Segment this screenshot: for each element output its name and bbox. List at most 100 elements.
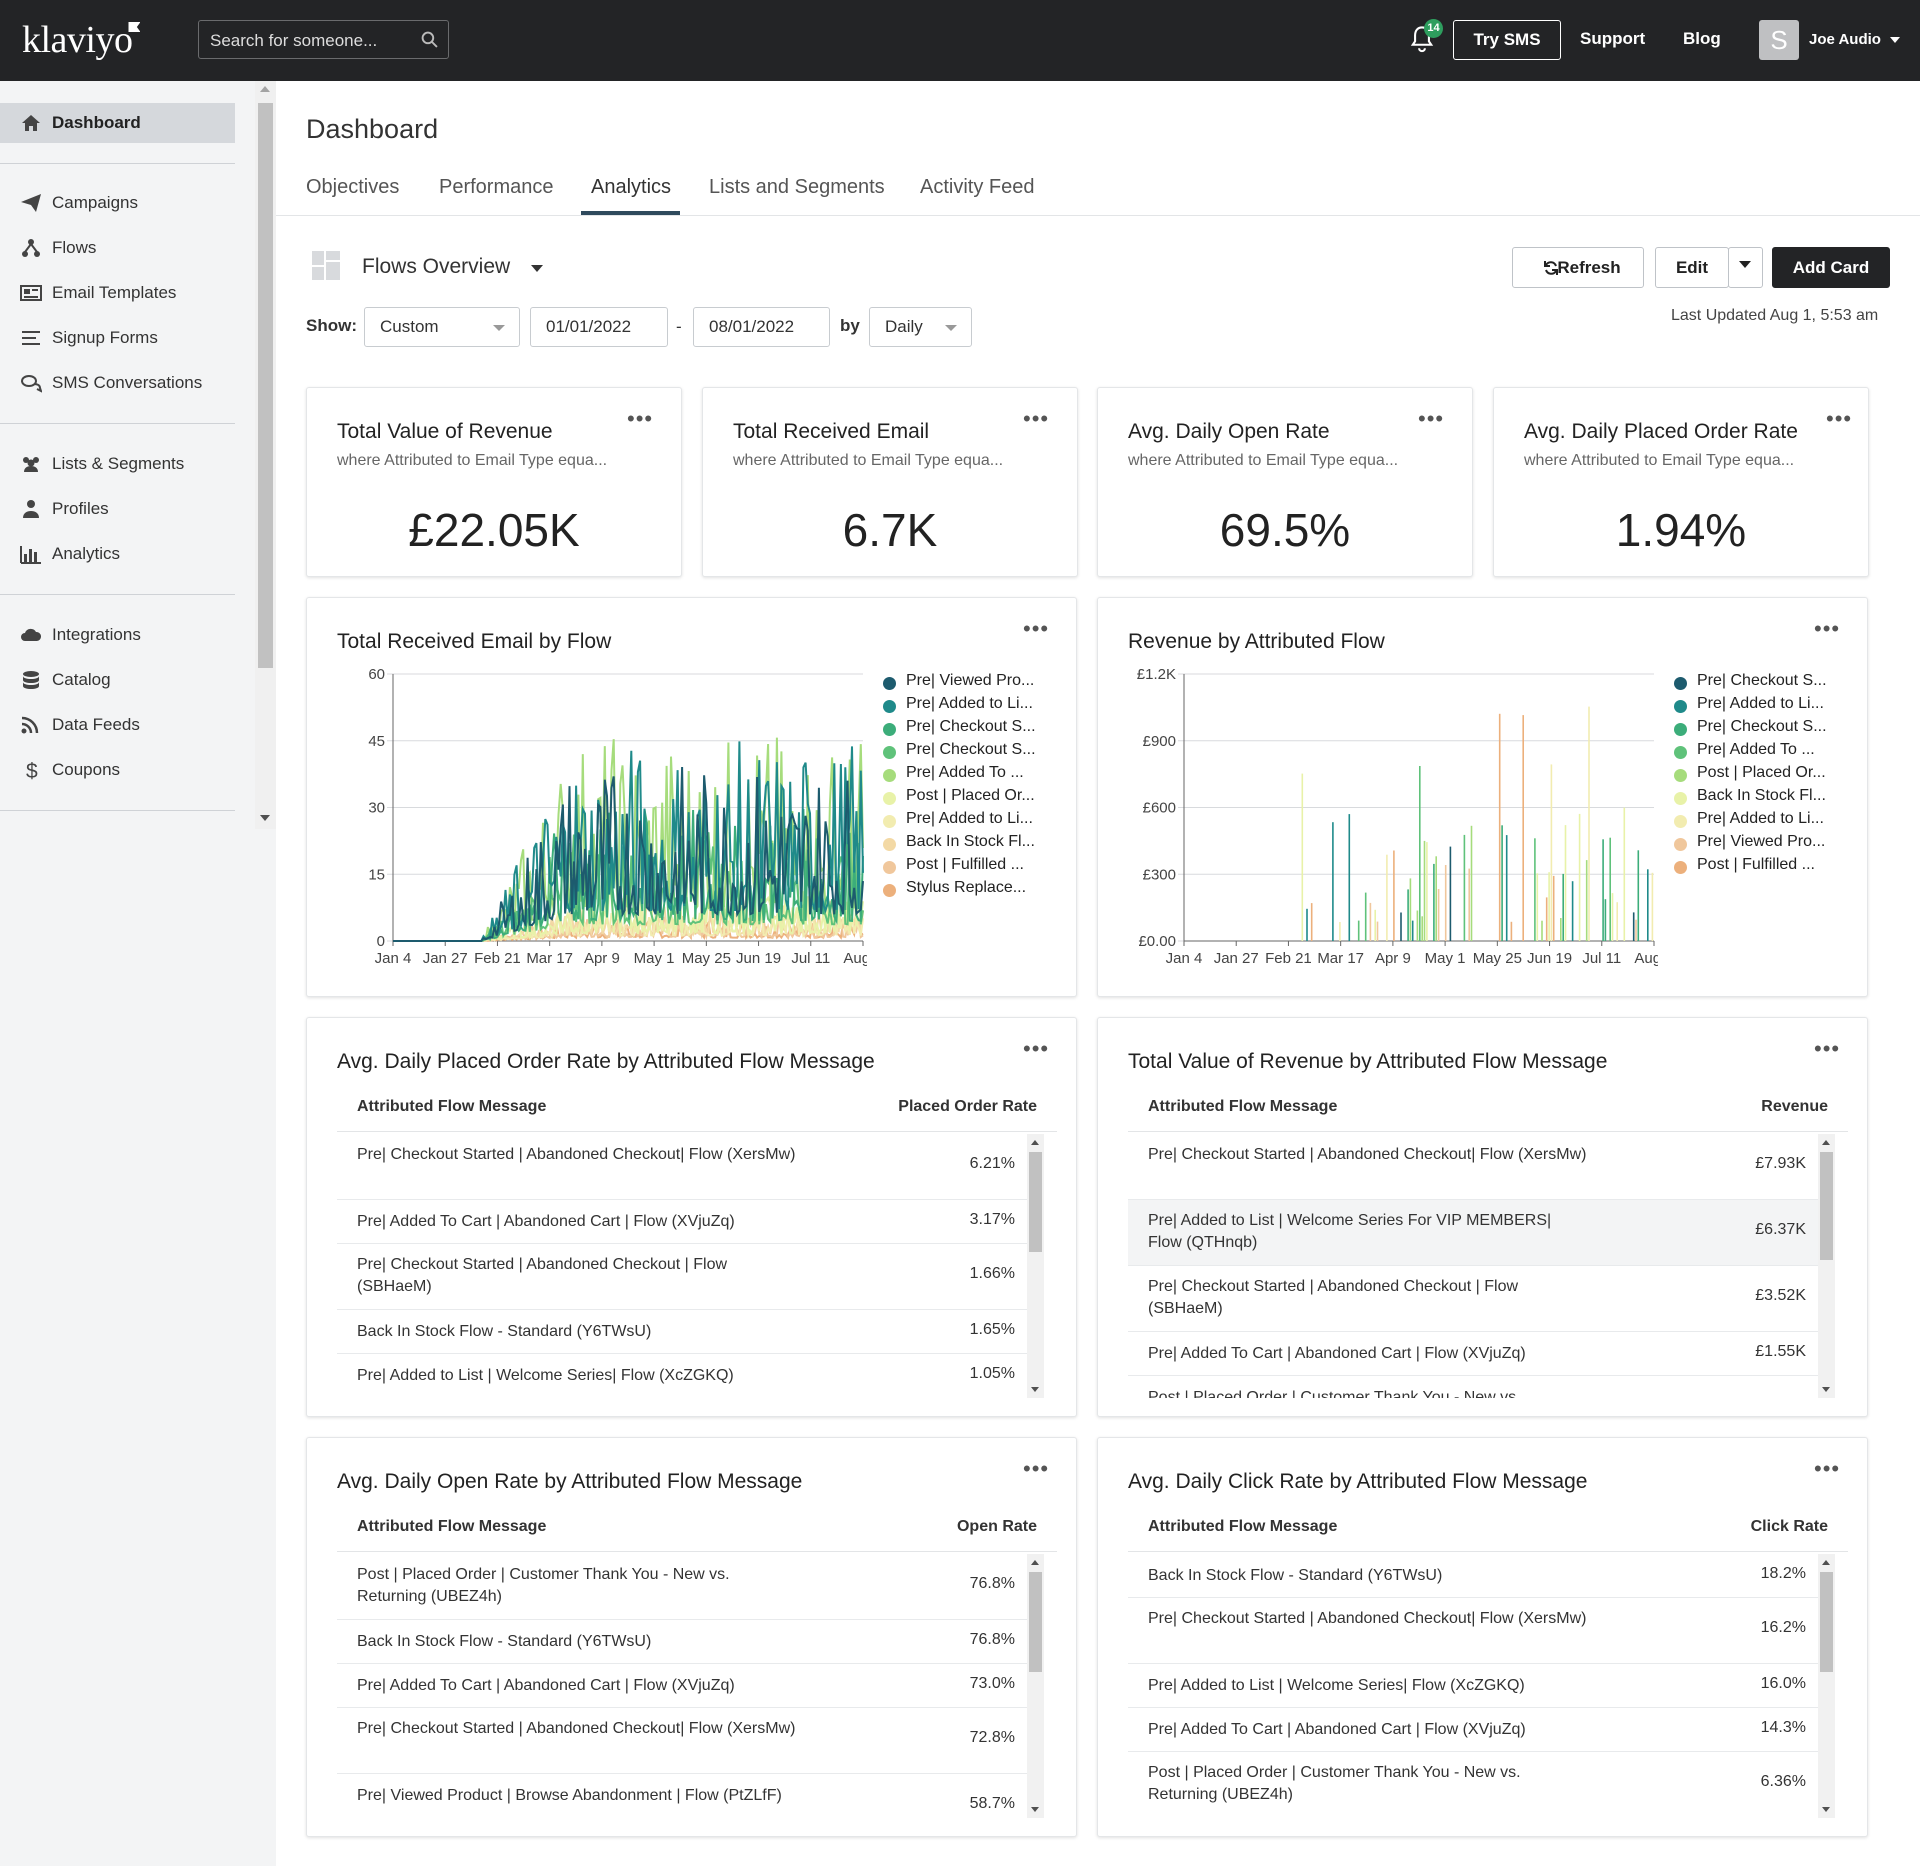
- interval-select[interactable]: Daily: [869, 307, 972, 347]
- table-scrollbar-thumb[interactable]: [1029, 1152, 1042, 1252]
- table-row[interactable]: Post | Placed Order | Customer Thank You…: [1148, 1764, 1806, 1803]
- scroll-down-arrow-icon[interactable]: [1031, 1807, 1039, 1812]
- scroll-down-arrow-icon[interactable]: [1822, 1387, 1830, 1392]
- table-row[interactable]: Pre| Checkout Started | Abandoned Checko…: [337, 1708, 1037, 1774]
- tab-lists-and-segments[interactable]: Lists and Segments: [709, 176, 885, 198]
- sidebar-item-analytics[interactable]: Analytics: [0, 534, 235, 574]
- table-row[interactable]: Post | Placed Order | Customer Thank You…: [337, 1554, 1037, 1620]
- more-options-icon[interactable]: •••: [1418, 406, 1445, 431]
- table-row[interactable]: Pre| Viewed Product | Browse Abandonment…: [357, 1787, 1015, 1812]
- range-select[interactable]: Custom: [364, 307, 520, 347]
- table-row[interactable]: Back In Stock Flow - Standard (Y6TWsU) 76…: [337, 1620, 1037, 1664]
- table-row[interactable]: Pre| Added To Cart | Abandoned Cart | Fl…: [337, 1664, 1037, 1708]
- end-date-input[interactable]: 08/01/2022: [693, 307, 830, 347]
- legend-item[interactable]: Pre| Added To ...: [1674, 741, 1827, 764]
- legend-item[interactable]: Pre| Added to Li...: [883, 695, 1036, 718]
- legend-item[interactable]: Pre| Added To ...: [883, 764, 1036, 787]
- legend-item[interactable]: Pre| Viewed Pro...: [883, 672, 1036, 695]
- table-row[interactable]: Pre| Added To Cart | Abandoned Cart | Fl…: [337, 1200, 1037, 1244]
- legend-item[interactable]: Post | Fulfilled ...: [1674, 856, 1827, 879]
- table-row[interactable]: Back In Stock Flow - Standard (Y6TWsU) 1.…: [337, 1310, 1037, 1354]
- scroll-down-arrow-icon[interactable]: [260, 815, 270, 821]
- legend-item[interactable]: Pre| Added to Li...: [1674, 810, 1827, 833]
- legend-item[interactable]: Pre| Checkout S...: [883, 741, 1036, 764]
- legend-item[interactable]: Post | Placed Or...: [883, 787, 1036, 810]
- more-options-icon[interactable]: •••: [1814, 616, 1841, 641]
- legend-item[interactable]: Post | Placed Or...: [1674, 764, 1827, 787]
- table-row[interactable]: Pre| Added to List | Welcome Series| Flo…: [1128, 1664, 1828, 1708]
- chevron-down-icon[interactable]: [531, 265, 543, 272]
- more-options-icon[interactable]: •••: [1826, 406, 1853, 431]
- table-row[interactable]: Pre| Checkout Started | Abandoned Checko…: [1128, 1598, 1828, 1664]
- table-row[interactable]: Pre| Checkout Started | Abandoned Checko…: [1128, 1266, 1828, 1332]
- legend-item[interactable]: Pre| Added to Li...: [1674, 695, 1827, 718]
- table-scrollbar[interactable]: [1818, 1134, 1835, 1398]
- edit-button[interactable]: Edit: [1655, 247, 1729, 288]
- table-row[interactable]: Post | Placed Order | Customer Thank You…: [1148, 1389, 1521, 1398]
- legend-item[interactable]: Pre| Checkout S...: [1674, 672, 1827, 695]
- tab-performance[interactable]: Performance: [439, 176, 554, 198]
- more-options-icon[interactable]: •••: [1023, 616, 1050, 641]
- table-scrollbar-thumb[interactable]: [1029, 1572, 1042, 1672]
- legend-item[interactable]: Post | Fulfilled ...: [883, 856, 1036, 879]
- add-card-button[interactable]: Add Card: [1772, 247, 1890, 288]
- table-row[interactable]: Back In Stock Flow - Standard (Y6TWsU) 18…: [1128, 1554, 1828, 1598]
- table-row[interactable]: Pre| Added To Cart | Abandoned Cart | Fl…: [1128, 1708, 1828, 1752]
- start-date-input[interactable]: 01/01/2022: [530, 307, 668, 347]
- search-input[interactable]: Search for someone...: [198, 20, 449, 59]
- support-link[interactable]: Support: [1580, 29, 1646, 48]
- sidebar-item-campaigns[interactable]: Campaigns: [0, 183, 235, 223]
- table-row[interactable]: Pre| Checkout Started | Abandoned Checko…: [337, 1244, 1037, 1310]
- scroll-up-arrow-icon[interactable]: [1822, 1560, 1830, 1565]
- table-scrollbar[interactable]: [1027, 1554, 1044, 1818]
- table-scrollbar-thumb[interactable]: [1820, 1152, 1833, 1260]
- legend-item[interactable]: Pre| Added to Li...: [883, 810, 1036, 833]
- chevron-down-icon[interactable]: [1890, 37, 1900, 43]
- klaviyo-logo[interactable]: klaviyo: [22, 18, 141, 62]
- legend-item[interactable]: Back In Stock Fl...: [883, 833, 1036, 856]
- tab-activity-feed[interactable]: Activity Feed: [920, 176, 1035, 198]
- tab-analytics[interactable]: Analytics: [591, 176, 672, 198]
- sidebar-scrollbar-thumb[interactable]: [258, 103, 273, 668]
- sidebar-item-catalog[interactable]: Catalog: [0, 660, 235, 700]
- legend-item[interactable]: Pre| Checkout S...: [1674, 718, 1827, 741]
- user-menu[interactable]: Joe Audio: [1809, 31, 1881, 48]
- tab-objectives[interactable]: Objectives: [306, 176, 400, 198]
- scroll-down-arrow-icon[interactable]: [1031, 1387, 1039, 1392]
- table-scrollbar[interactable]: [1818, 1554, 1835, 1818]
- scroll-up-arrow-icon[interactable]: [260, 86, 270, 92]
- table-row[interactable]: Pre| Added to List | Welcome Series For …: [1128, 1200, 1828, 1266]
- blog-link[interactable]: Blog: [1683, 29, 1721, 48]
- more-options-icon[interactable]: •••: [1814, 1036, 1841, 1061]
- table-scrollbar[interactable]: [1027, 1134, 1044, 1398]
- table-row[interactable]: Pre| Checkout Started | Abandoned Checko…: [1128, 1134, 1828, 1200]
- more-options-icon[interactable]: •••: [1023, 406, 1050, 431]
- more-options-icon[interactable]: •••: [1023, 1036, 1050, 1061]
- sidebar-item-flows[interactable]: Flows: [0, 228, 235, 268]
- scroll-up-arrow-icon[interactable]: [1031, 1560, 1039, 1565]
- try-sms-button[interactable]: Try SMS: [1453, 20, 1561, 60]
- table-scrollbar-thumb[interactable]: [1820, 1572, 1833, 1672]
- sidebar-item-coupons[interactable]: $ Coupons: [0, 750, 235, 790]
- chevron-down-icon[interactable]: [1739, 261, 1751, 268]
- legend-item[interactable]: Back In Stock Fl...: [1674, 787, 1827, 810]
- table-row[interactable]: Pre| Added to List | Welcome Series| Flo…: [357, 1365, 1015, 1384]
- avatar[interactable]: S: [1759, 20, 1799, 60]
- table-row[interactable]: Pre| Checkout Started | Abandoned Checko…: [337, 1134, 1037, 1200]
- sidebar-item-email-templates[interactable]: Email Templates: [0, 273, 235, 313]
- sidebar-item-lists-segments[interactable]: Lists & Segments: [0, 444, 235, 484]
- sidebar-item-data-feeds[interactable]: Data Feeds: [0, 705, 235, 745]
- sidebar-item-dashboard[interactable]: Dashboard: [0, 103, 235, 143]
- sidebar-item-profiles[interactable]: Profiles: [0, 489, 235, 529]
- sidebar-item-integrations[interactable]: Integrations: [0, 615, 235, 655]
- refresh-button[interactable]: Refresh: [1512, 247, 1644, 288]
- legend-item[interactable]: Pre| Viewed Pro...: [1674, 833, 1827, 856]
- scroll-up-arrow-icon[interactable]: [1031, 1140, 1039, 1145]
- scroll-up-arrow-icon[interactable]: [1822, 1140, 1830, 1145]
- table-row[interactable]: Pre| Added To Cart | Abandoned Cart | Fl…: [1128, 1332, 1828, 1376]
- sidebar-item-sms-conversations[interactable]: SMS Conversations: [0, 363, 235, 403]
- scroll-down-arrow-icon[interactable]: [1822, 1807, 1830, 1812]
- dashboard-selector[interactable]: Flows Overview: [362, 255, 511, 278]
- more-options-icon[interactable]: •••: [1023, 1456, 1050, 1481]
- legend-item[interactable]: Stylus Replace...: [883, 879, 1036, 902]
